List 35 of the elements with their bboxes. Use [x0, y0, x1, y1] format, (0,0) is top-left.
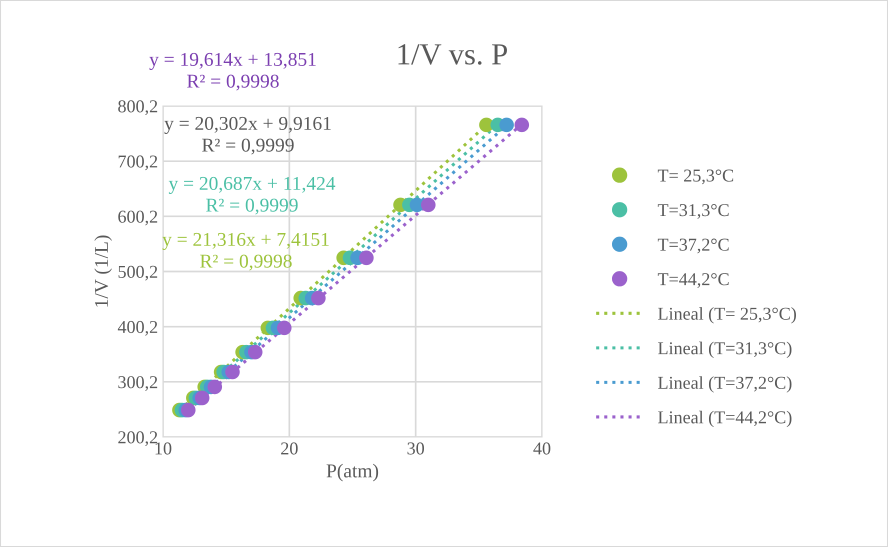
annotation: y = 20,687x + 11,424 R² = 0,9999 — [168, 176, 336, 215]
annotation: y = 21,316x + 7,4151 R² = 0,9998 — [162, 232, 329, 271]
y-tick-label: 200,2 — [118, 431, 158, 446]
y-tick-label: 700,2 — [118, 155, 158, 170]
x-tick-label: 30 — [408, 442, 424, 455]
annotation: y = 20,302x + 9,9161 R² = 0,9999 — [164, 116, 331, 155]
point — [421, 198, 436, 212]
point — [225, 364, 240, 380]
legend-label: T=37,2°C — [658, 238, 729, 254]
point — [359, 250, 374, 266]
x-tick-label: 40 — [533, 442, 550, 455]
legend-label: T=31,3°C — [658, 204, 729, 219]
x-tick-label: 10 — [156, 442, 172, 455]
y-tick-label: 600,2 — [118, 210, 158, 226]
legend-label: Lineal (T=44,2°C) — [658, 410, 792, 428]
point — [514, 118, 530, 132]
y-tick-label: 500,2 — [118, 266, 158, 281]
y-tick-label: 300,2 — [118, 376, 158, 391]
point — [311, 290, 326, 306]
x-axis-title: P(atm) — [326, 464, 378, 482]
x-tick-label: 20 — [281, 442, 298, 455]
y-tick-label: 800,2 — [118, 100, 158, 116]
y-tick-label: 400,2 — [118, 320, 158, 336]
point — [208, 380, 222, 394]
point — [499, 118, 514, 132]
legend-label: T= 25,3°C — [658, 169, 734, 184]
legend-label: Lineal (T=37,2°C) — [658, 376, 792, 393]
legend-label: Lineal (T= 25,3°C) — [658, 307, 796, 324]
text: y = 19,614x + 13,851 R² = 0,9998 — [149, 52, 316, 91]
point — [276, 320, 292, 336]
point — [248, 344, 263, 360]
legend-label: Lineal (T=31,3°C) — [658, 342, 792, 358]
y-axis-title: 1/V (1/L) — [94, 236, 112, 307]
chart-title: 1/V vs. P — [398, 44, 507, 65]
legend-label: T=44,2°C — [658, 273, 729, 288]
